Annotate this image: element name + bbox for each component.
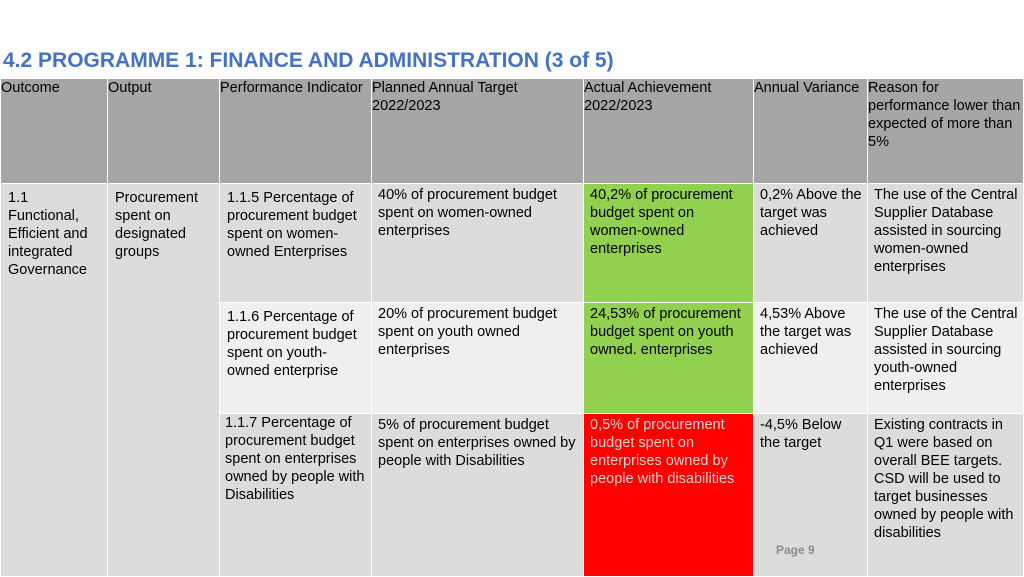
variance-text: 4,53% Above the target was achieved bbox=[760, 306, 852, 358]
actual-cell-not-achieved: 0,5% of procurement budget spent on ente… bbox=[583, 413, 754, 577]
indicator-text: 1.1.6 Percentage of procurement budget s… bbox=[227, 309, 357, 379]
actual-text: 40,2% of procurement budget spent on wom… bbox=[590, 187, 733, 257]
planned-cell: 40% of procurement budget spent on women… bbox=[371, 183, 584, 303]
header-reason: Reason for performance lower than expect… bbox=[867, 78, 1024, 184]
variance-cell: 0,2% Above the target was achieved bbox=[753, 183, 868, 303]
indicator-cell: 1.1.7 Percentage of procurement budget s… bbox=[219, 413, 372, 577]
variance-cell: -4,5% Below the target bbox=[753, 413, 868, 577]
indicator-cell: 1.1.5 Percentage of procurement budget s… bbox=[219, 183, 372, 303]
page-number: Page 9 bbox=[776, 543, 815, 557]
variance-text: 0,2% Above the target was achieved bbox=[760, 187, 862, 239]
table-row: 1.1 Functional, Efficient and integrated… bbox=[0, 183, 1024, 577]
actual-text: 24,53% of procurement budget spent on yo… bbox=[590, 306, 741, 358]
reason-text: The use of the Central Supplier Database… bbox=[874, 187, 1018, 275]
table-row: 1.1.6 Percentage of procurement budget s… bbox=[1, 302, 1024, 414]
outcome-cell: 1.1 Functional, Efficient and integrated… bbox=[0, 183, 108, 577]
reason-text: The use of the Central Supplier Database… bbox=[874, 306, 1018, 394]
reason-text: Existing contracts in Q1 were based on o… bbox=[874, 417, 1014, 541]
output-text: Procurement spent on designated groups bbox=[115, 190, 199, 260]
reason-cell: The use of the Central Supplier Database… bbox=[867, 302, 1024, 414]
header-actual-achievement: Actual Achievement 2022/2023 bbox=[583, 78, 754, 184]
actual-cell-achieved: 24,53% of procurement budget spent on yo… bbox=[583, 302, 754, 414]
header-planned-target: Planned Annual Target 2022/2023 bbox=[371, 78, 584, 184]
indicator-text: 1.1.7 Percentage of procurement budget s… bbox=[225, 415, 365, 503]
planned-cell: 5% of procurement budget spent on enterp… bbox=[371, 413, 584, 577]
reason-cell: The use of the Central Supplier Database… bbox=[867, 183, 1024, 303]
actual-text: 0,5% of procurement budget spent on ente… bbox=[590, 417, 735, 487]
planned-text: 40% of procurement budget spent on women… bbox=[378, 187, 557, 239]
header-performance-indicator: Performance Indicator bbox=[219, 78, 372, 184]
outcome-text: 1.1 Functional, Efficient and integrated… bbox=[8, 190, 88, 278]
variance-cell: 4,53% Above the target was achieved bbox=[753, 302, 868, 414]
indicator-text: 1.1.5 Percentage of procurement budget s… bbox=[227, 190, 357, 260]
header-annual-variance: Annual Variance bbox=[753, 78, 868, 184]
variance-text: -4,5% Below the target bbox=[760, 417, 842, 451]
table-header-row: Outcome Output Performance Indicator Pla… bbox=[0, 78, 1024, 184]
actual-cell-achieved: 40,2% of procurement budget spent on wom… bbox=[583, 183, 754, 303]
planned-text: 5% of procurement budget spent on enterp… bbox=[378, 417, 576, 469]
performance-table: Outcome Output Performance Indicator Pla… bbox=[0, 78, 1024, 577]
output-cell: Procurement spent on designated groups bbox=[107, 183, 220, 577]
planned-text: 20% of procurement budget spent on youth… bbox=[378, 306, 557, 358]
planned-cell: 20% of procurement budget spent on youth… bbox=[371, 302, 584, 414]
header-outcome: Outcome bbox=[0, 78, 108, 184]
indicator-cell: 1.1.6 Percentage of procurement budget s… bbox=[219, 302, 372, 414]
reason-cell: Existing contracts in Q1 were based on o… bbox=[867, 413, 1024, 577]
header-output: Output bbox=[107, 78, 220, 184]
page-title: 4.2 PROGRAMME 1: FINANCE AND ADMINISTRAT… bbox=[3, 49, 614, 72]
